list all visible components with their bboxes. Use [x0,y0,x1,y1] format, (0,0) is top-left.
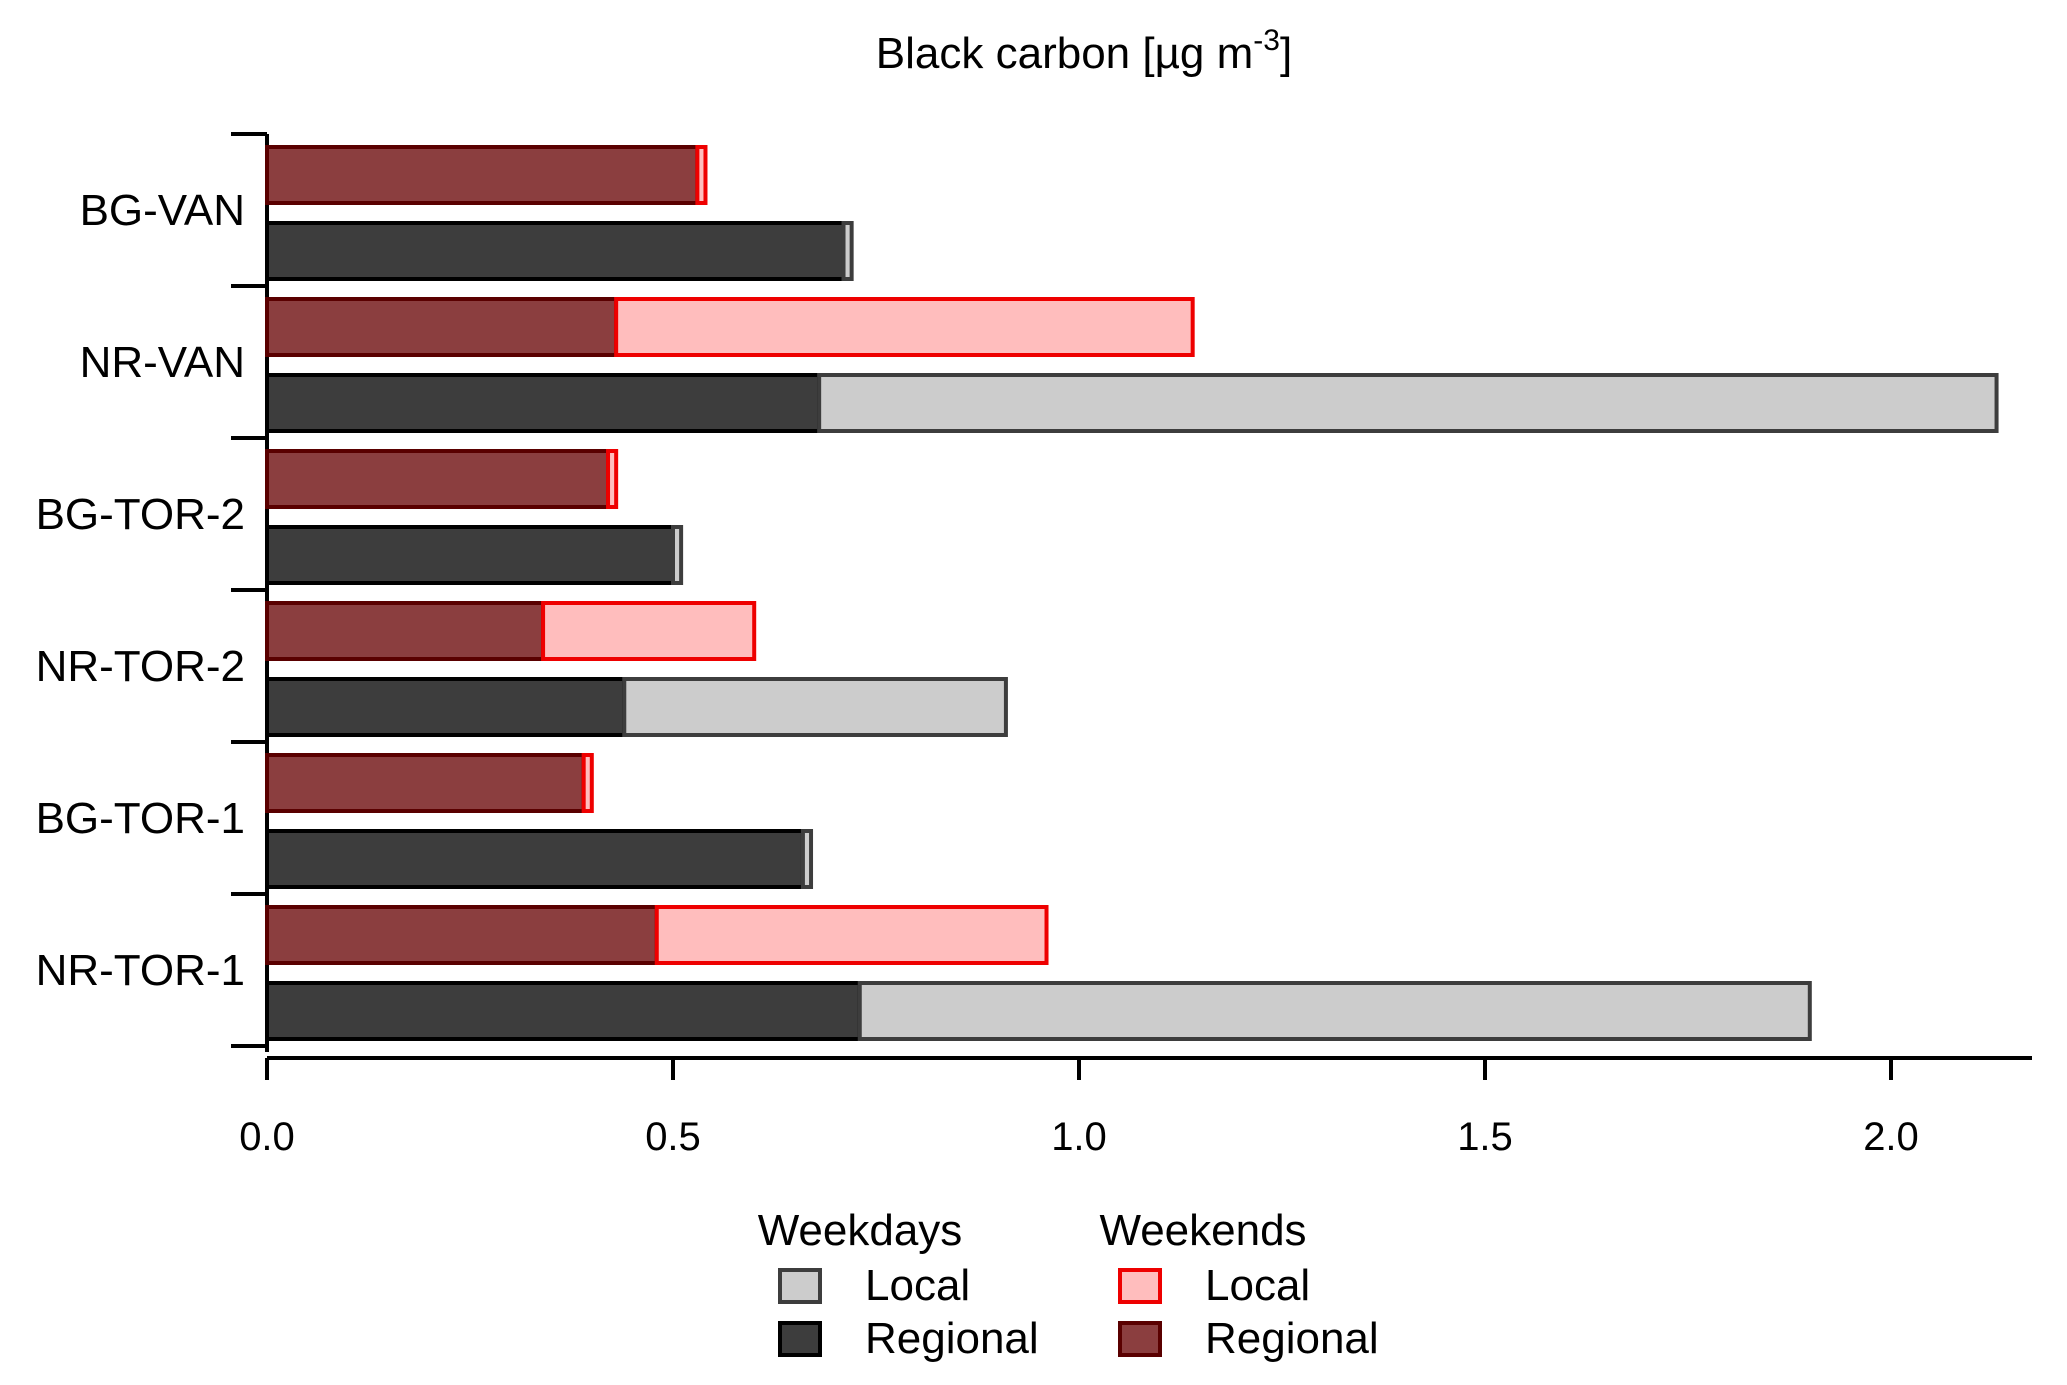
x-tick-label: 1.0 [1051,1115,1107,1159]
bar-weekdays-local [817,373,1999,433]
bar-weekends-local [541,601,757,661]
legend-weekdays-local-label: Local [865,1261,970,1310]
legend-weekends-regional-swatch [1118,1321,1162,1357]
bar-weekdays-regional [265,981,862,1041]
legend-weekdays-local-swatch [778,1268,822,1304]
category-label: NR-TOR-1 [36,946,245,995]
legend-weekdays-regional-swatch [778,1321,822,1357]
bar-weekdays-regional [265,525,675,585]
x-tick-label: 0.5 [645,1115,701,1159]
bar-weekends-local [695,145,708,205]
chart-title-main: Black carbon [µg m [876,29,1254,78]
bar-weekdays-regional [265,829,805,889]
x-axis-ticks: 0.0 0.5 1.0 1.5 2.0 [239,1058,1919,1159]
bar-weekends-local [614,297,1195,357]
legend-weekends-local-label: Local [1205,1261,1310,1310]
chart-legend: Weekdays Weekends Local Regional Local R… [758,1206,1379,1363]
bar-weekends-local [654,905,1049,965]
bar-weekends-regional [265,297,619,357]
bar-weekends-regional [265,601,546,661]
category-label: NR-VAN [80,338,245,387]
bar-weekdays-local [671,525,684,585]
bar-weekdays-regional [265,373,822,433]
bar-weekends-regional [265,145,700,205]
bar-weekdays-local [622,677,1008,737]
bar-weekends-regional [265,449,611,509]
chart-bars [265,145,1999,1041]
category-label: NR-TOR-2 [36,642,245,691]
x-tick-label: 0.0 [239,1115,295,1159]
legend-weekends-heading: Weekends [1099,1206,1306,1255]
x-tick-label: 1.5 [1457,1115,1513,1159]
y-axis-ticks: BG-VAN NR-VAN BG-TOR-2 NR-TOR-2 BG-TOR-1 NR-T… [36,132,267,1048]
bar-weekdays-local [800,829,814,889]
bar-weekends-regional [265,753,586,813]
bar-weekdays-local [841,221,854,281]
bar-weekdays-regional [265,221,846,281]
bar-weekends-local [606,449,619,509]
category-label: BG-TOR-1 [36,794,245,843]
x-tick-label: 2.0 [1863,1115,1919,1159]
bar-weekdays-local [857,981,1812,1041]
category-label: BG-VAN [80,186,245,235]
chart-title-suffix: ] [1280,29,1292,78]
bar-weekends-regional [265,905,659,965]
bar-weekdays-regional [265,677,627,737]
legend-weekends-local-swatch [1118,1268,1162,1304]
bar-weekends-local [581,753,594,813]
chart-title-superscript: -3 [1253,24,1280,57]
legend-weekdays-regional-label: Regional [865,1314,1039,1363]
chart-title: Black carbon [µg m-3] [876,24,1292,78]
legend-weekends-regional-label: Regional [1205,1314,1379,1363]
category-label: BG-TOR-2 [36,490,245,539]
legend-weekdays-heading: Weekdays [758,1206,963,1255]
